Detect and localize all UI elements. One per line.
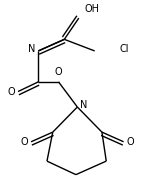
Text: OH: OH — [85, 4, 100, 14]
Text: Cl: Cl — [119, 44, 129, 54]
Text: O: O — [126, 137, 134, 147]
Text: O: O — [21, 137, 28, 147]
Text: O: O — [8, 87, 15, 97]
Text: N: N — [80, 100, 88, 110]
Text: O: O — [55, 67, 62, 77]
Text: N: N — [28, 44, 35, 54]
